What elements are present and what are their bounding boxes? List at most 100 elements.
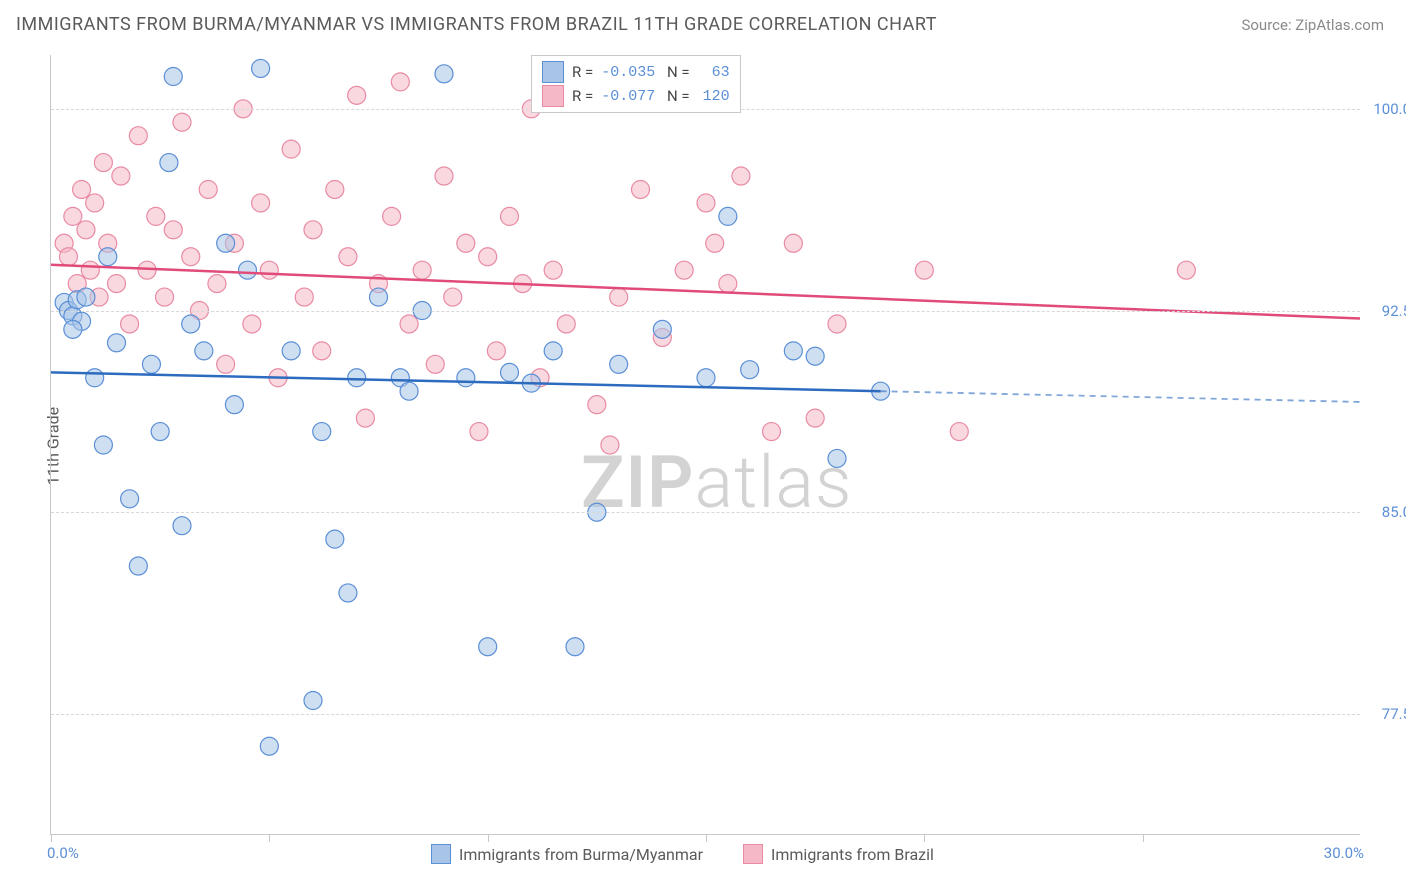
scatter-point (356, 409, 374, 427)
legend-n-value: 63 (698, 64, 730, 81)
scatter-point (77, 221, 95, 239)
scatter-point (129, 127, 147, 145)
x-tick-mark (51, 834, 52, 842)
scatter-point (566, 638, 584, 656)
scatter-point (675, 261, 693, 279)
scatter-point (601, 436, 619, 454)
scatter-point (164, 221, 182, 239)
scatter-point (400, 315, 418, 333)
bottom-legend-item: Immigrants from Burma/Myanmar (431, 844, 703, 864)
bottom-legend-item: Immigrants from Brazil (743, 844, 934, 864)
scatter-point (828, 449, 846, 467)
gridline (51, 714, 1360, 715)
legend-swatch (542, 85, 564, 107)
scatter-point (457, 234, 475, 252)
legend-n-label: N = (663, 63, 689, 81)
scatter-point (313, 342, 331, 360)
scatter-point (108, 334, 126, 352)
scatter-point (435, 65, 453, 83)
legend-n-label: N = (663, 87, 689, 105)
scatter-point (252, 194, 270, 212)
scatter-point (313, 423, 331, 441)
x-tick-mark (924, 834, 925, 842)
scatter-point (588, 396, 606, 414)
scatter-point (339, 584, 357, 602)
scatter-point (741, 361, 759, 379)
scatter-point (370, 288, 388, 306)
x-tick-mark (706, 834, 707, 842)
legend-swatch (743, 844, 763, 864)
scatter-point (413, 261, 431, 279)
legend-r-value: -0.077 (601, 88, 655, 105)
scatter-point (142, 355, 160, 373)
scatter-point (400, 382, 418, 400)
legend-swatch (431, 844, 451, 864)
scatter-point (156, 288, 174, 306)
scatter-point (610, 288, 628, 306)
scatter-point (457, 369, 475, 387)
scatter-point (806, 409, 824, 427)
scatter-point (199, 180, 217, 198)
scatter-point (239, 261, 257, 279)
scatter-point (282, 342, 300, 360)
scatter-point (160, 154, 178, 172)
scatter-point (719, 207, 737, 225)
scatter-point (706, 234, 724, 252)
x-min-label: 0.0% (47, 844, 79, 862)
scatter-point (260, 737, 278, 755)
legend-r-value: -0.035 (601, 64, 655, 81)
scatter-point (444, 288, 462, 306)
scatter-point (544, 342, 562, 360)
y-tick-label: 85.0% (1367, 503, 1406, 521)
scatter-point (339, 248, 357, 266)
scatter-point (94, 154, 112, 172)
legend-stat-row: R = -0.035 N = 63 (542, 60, 730, 84)
scatter-point (653, 320, 671, 338)
scatter-point (479, 638, 497, 656)
scatter-point (950, 423, 968, 441)
scatter-point (326, 180, 344, 198)
legend-label: Immigrants from Burma/Myanmar (459, 845, 703, 864)
scatter-point (304, 221, 322, 239)
scatter-point (217, 234, 235, 252)
scatter-point (77, 288, 95, 306)
scatter-point (828, 315, 846, 333)
scatter-point (435, 167, 453, 185)
scatter-point (173, 113, 191, 131)
legend-stat-row: R = -0.077 N = 120 (542, 84, 730, 108)
scatter-point (173, 517, 191, 535)
scatter-point (1177, 261, 1195, 279)
scatter-point (94, 436, 112, 454)
scatter-point (479, 248, 497, 266)
legend-stats-box: R = -0.035 N = 63R = -0.077 N = 120 (531, 55, 741, 113)
scatter-point (217, 355, 235, 373)
scatter-point (243, 315, 261, 333)
scatter-point (252, 59, 270, 77)
scatter-point (915, 261, 933, 279)
legend-r-label: R = (572, 87, 593, 105)
scatter-point (81, 261, 99, 279)
scatter-point (304, 692, 322, 710)
plot-area: ZIPatlas 77.5%85.0%92.5%100.0% 0.0% 30.0… (50, 55, 1360, 835)
bottom-legend: Immigrants from Burma/Myanmar Immigrants … (431, 844, 934, 864)
scatter-point (147, 207, 165, 225)
scatter-point (225, 396, 243, 414)
scatter-point (182, 315, 200, 333)
scatter-point (112, 167, 130, 185)
scatter-point (784, 342, 802, 360)
scatter-point (806, 347, 824, 365)
scatter-point (326, 530, 344, 548)
scatter-point (129, 557, 147, 575)
scatter-point (544, 261, 562, 279)
scatter-point (348, 86, 366, 104)
scatter-point (108, 275, 126, 293)
scatter-point (282, 140, 300, 158)
scatter-point (470, 423, 488, 441)
scatter-point (86, 194, 104, 212)
regression-line-extrapolated (881, 391, 1360, 402)
source-attribution: Source: ZipAtlas.com (1241, 16, 1384, 34)
scatter-point (697, 194, 715, 212)
scatter-point (632, 180, 650, 198)
scatter-point (260, 261, 278, 279)
scatter-point (182, 248, 200, 266)
